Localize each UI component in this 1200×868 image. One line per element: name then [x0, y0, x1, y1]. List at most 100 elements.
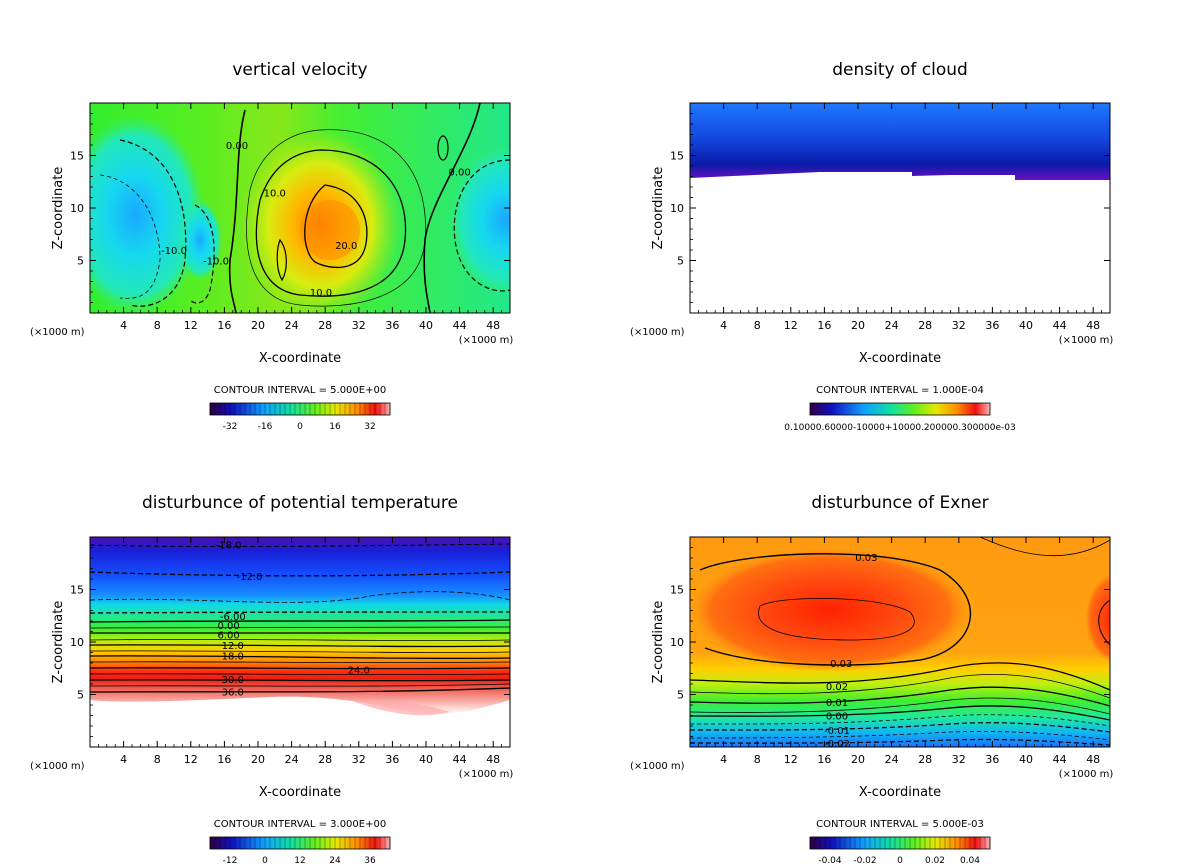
x-tick-label: 28 — [918, 753, 932, 766]
x-tick-label: 36 — [985, 319, 999, 332]
y-tick-label: 10 — [70, 636, 84, 649]
contour-lines — [690, 537, 1110, 746]
contour-fill — [690, 537, 1110, 747]
contour-label: 6.00 — [217, 631, 239, 642]
contour-label: 0.00 — [826, 712, 848, 723]
x-tick-label: 4 — [120, 753, 127, 766]
panel-title: disturbunce of potential temperature — [142, 493, 458, 513]
colorbar-ticks: -0.04 -0.02 0 0.02 0.04 — [809, 837, 991, 866]
contour-label: 0.00 — [217, 621, 239, 632]
x-tick-label: 24 — [885, 753, 899, 766]
x-tick-label: 44 — [453, 753, 467, 766]
x-axis-label: X-coordinate — [859, 785, 941, 800]
x-tick-label: 20 — [251, 753, 265, 766]
colorbar-tick-label: -16 — [258, 422, 273, 432]
colorbar — [809, 402, 991, 416]
contour-interval: CONTOUR INTERVAL = 1.000E-04 — [816, 385, 984, 396]
x-tick-label: 28 — [318, 319, 332, 332]
contour-label: -10.0 — [203, 257, 229, 268]
x-tick-label: 4 — [720, 753, 727, 766]
x-tick-label: 20 — [851, 753, 865, 766]
colorbar-tick-label: 12 — [294, 856, 305, 866]
x-tick-label: 20 — [851, 319, 865, 332]
x-tick-label: 8 — [754, 319, 761, 332]
x-unit-left: (×1000 m) — [30, 761, 85, 772]
contour-labels: 0.00 10.0 20.0 10.0 -10.0 -10.0 0.00 — [161, 141, 471, 299]
x-axis-label: X-coordinate — [859, 351, 941, 366]
x-tick-label: 12 — [184, 753, 198, 766]
colorbar-tick-label: 36 — [364, 856, 376, 866]
contour-interval: CONTOUR INTERVAL = 5.000E-03 — [816, 819, 984, 830]
x-unit-right: (×1000 m) — [459, 335, 514, 346]
x-tick-label: 32 — [952, 319, 966, 332]
x-tick-label: 12 — [784, 319, 798, 332]
panel-title: disturbunce of Exner — [811, 493, 988, 513]
y-tick-label: 10 — [70, 202, 84, 215]
x-tick-label: 24 — [285, 753, 299, 766]
contour-label: 0.00 — [226, 141, 248, 152]
colorbar-tick-label: 32 — [364, 422, 375, 432]
x-tick-label: 8 — [754, 753, 761, 766]
x-tick-label: 8 — [154, 753, 161, 766]
x-tick-label: 44 — [1053, 753, 1067, 766]
x-ticks: 4 8 12 16 20 24 28 32 36 40 44 48 — [698, 537, 1102, 766]
x-tick-label: 32 — [352, 319, 366, 332]
x-tick-label: 40 — [1019, 319, 1033, 332]
y-axis-label: Z-coordinate — [651, 601, 666, 684]
x-tick-label: 16 — [817, 319, 831, 332]
contour-fill — [690, 103, 1110, 180]
x-tick-label: 44 — [453, 319, 467, 332]
contour-label: 0.02 — [826, 682, 848, 693]
x-tick-label: 48 — [486, 319, 500, 332]
contour-label: 10.0 — [264, 188, 286, 199]
colorbar-tick-label: -0.02 — [853, 856, 876, 866]
panel-vertical-velocity: vertical velocity 0.00 10.0 20.0 10.0 -10.0 -… — [30, 60, 514, 432]
x-tick-label: 16 — [217, 319, 231, 332]
x-tick-label: 40 — [1019, 753, 1033, 766]
x-tick-label: 24 — [285, 319, 299, 332]
y-tick-label: 10 — [670, 636, 684, 649]
y-axis-label: Z-coordinate — [51, 601, 66, 684]
contour-label: -6.00 — [220, 612, 246, 623]
contour-interval: CONTOUR INTERVAL = 3.000E+00 — [214, 819, 386, 830]
colorbar-tick-label: 0.02 — [925, 856, 945, 866]
colorbar-tick-label: 16 — [329, 422, 341, 432]
x-tick-label: 32 — [952, 753, 966, 766]
colorbar-ticks: -12 0 12 24 36 — [209, 837, 391, 866]
x-tick-label: 20 — [251, 319, 265, 332]
y-tick-label: 15 — [70, 584, 84, 597]
y-tick-label: 5 — [677, 689, 684, 702]
x-unit-left: (×1000 m) — [630, 761, 685, 772]
x-tick-label: 48 — [1086, 319, 1100, 332]
contour-interval: CONTOUR INTERVAL = 5.000E+00 — [214, 385, 386, 396]
x-tick-label: 48 — [486, 753, 500, 766]
x-tick-label: 28 — [318, 753, 332, 766]
colorbar-tick-label: -32 — [223, 422, 238, 432]
x-tick-label: 12 — [784, 753, 798, 766]
y-tick-label: 15 — [670, 584, 684, 597]
contour-label: 0.01 — [826, 698, 848, 709]
x-tick-label: 4 — [720, 319, 727, 332]
y-tick-label: 5 — [77, 255, 84, 268]
panel-density-of-cloud: density of cloud 4 8 12 16 20 24 28 32 36 40 44 48 … — [630, 60, 1113, 433]
y-tick-label: 5 — [677, 255, 684, 268]
contour-label: 12.0 — [222, 641, 244, 652]
x-tick-label: 36 — [985, 753, 999, 766]
x-axis-label: X-coordinate — [259, 351, 341, 366]
x-tick-label: 12 — [184, 319, 198, 332]
y-axis-label: Z-coordinate — [651, 167, 666, 250]
x-unit-left: (×1000 m) — [30, 327, 85, 338]
x-tick-label: 28 — [918, 319, 932, 332]
contour-label: 0.03 — [830, 659, 852, 670]
contour-lines — [99, 103, 510, 313]
x-tick-label: 4 — [120, 319, 127, 332]
x-tick-label: 16 — [817, 753, 831, 766]
x-tick-label: 24 — [885, 319, 899, 332]
y-ticks: 5 10 15 — [670, 547, 1110, 737]
x-ticks: 4 8 12 16 20 24 28 32 36 40 44 48 — [698, 103, 1102, 332]
y-tick-label: 10 — [670, 202, 684, 215]
colorbar-tick-label: 0 — [297, 422, 303, 432]
colorbar-tick-label: 24 — [329, 856, 341, 866]
contour-label: -0.02 — [824, 739, 850, 750]
